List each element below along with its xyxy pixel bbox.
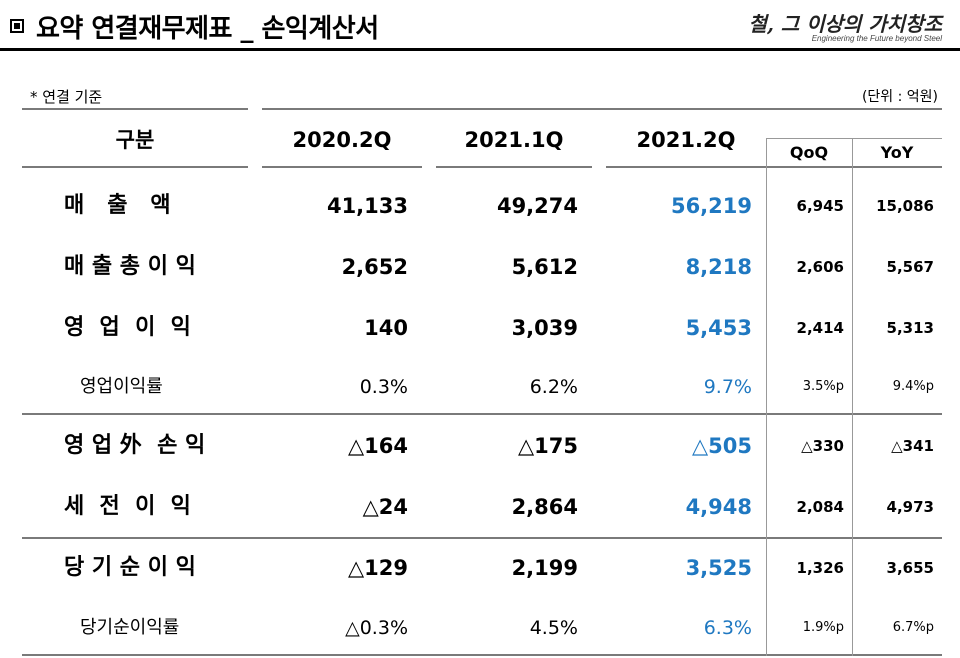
value-2021-2q: 6.3% [703,617,752,639]
value-2021-2q: 9.7% [703,376,752,398]
value-2020-2q: 41,133 [326,194,408,218]
section-rule [22,413,942,415]
column-divider [766,138,767,656]
row-label: 영 업 이 익 [64,315,191,340]
value-yoy: 6.7%p [892,620,934,635]
table-bottom-rule [22,654,942,656]
unit-note: (단위 : 억원) [861,89,938,105]
header-bottom-rule [606,166,942,168]
row-label: 영업이익률 [80,376,163,397]
row-label: 세 전 이 익 [64,494,191,519]
value-2021-1q: 2,864 [511,495,578,519]
column-divider [852,138,853,656]
header-bottom-rule [436,166,592,168]
value-qoq: 1,326 [796,559,844,577]
value-2021-1q: 4.5% [529,617,578,639]
value-qoq: 2,414 [796,319,844,337]
header-bottom-rule [262,166,422,168]
page-title: 요약 연결재무제표 _ 손익계산서 [36,14,379,44]
value-2021-2q: 56,219 [670,194,752,218]
row-label: 당기순이익률 [80,617,180,638]
value-qoq: △330 [801,437,844,455]
value-2020-2q: △164 [348,434,408,458]
table-top-rule [262,108,942,110]
row-label: 매 출 액 [64,193,171,218]
value-2021-1q: 3,039 [511,316,578,340]
value-yoy: 3,655 [886,559,934,577]
value-qoq: 3.5%p [802,379,844,394]
value-2020-2q: △0.3% [345,617,408,639]
value-2021-2q: 4,948 [685,495,752,519]
value-2021-1q: △175 [518,434,578,458]
row-label: 매 출 총 이 익 [64,254,196,279]
value-2020-2q: △129 [348,556,408,580]
header-gubun: 구분 [115,128,155,152]
value-2020-2q: △24 [362,495,408,519]
value-yoy: 9.4%p [892,379,934,394]
section-rule [22,537,942,539]
company-logo: 철, 그 이상의 가치창조 Engineering the Future bey… [749,8,942,50]
value-yoy: 15,086 [876,197,934,215]
header-qoq: QoQ [789,143,829,162]
logo-slogan: 철, 그 이상의 가치창조 [748,12,942,36]
row-label: 영 업 外 손 익 [64,433,206,458]
basis-note: * 연결 기준 [30,88,103,106]
title-divider [0,48,960,51]
value-yoy: 4,973 [886,498,934,516]
value-qoq: 6,945 [796,197,844,215]
value-2020-2q: 2,652 [341,255,408,279]
header-2021-1q: 2021.1Q [464,128,564,152]
value-qoq: 2,084 [796,498,844,516]
value-2021-2q: 3,525 [685,556,752,580]
value-2020-2q: 140 [364,316,408,340]
value-2021-1q: 2,199 [511,556,578,580]
value-2020-2q: 0.3% [359,376,408,398]
title-bar: 요약 연결재무제표 _ 손익계산서 철, 그 이상의 가치창조 Engineer… [8,6,948,46]
header-bottom-rule [22,166,248,168]
value-qoq: 2,606 [796,258,844,276]
value-2021-2q: △505 [692,434,752,458]
value-2021-1q: 5,612 [511,255,578,279]
square-bullet-icon [10,19,24,33]
subheader-top-rule [766,138,942,139]
value-yoy: 5,313 [886,319,934,337]
header-2021-2q: 2021.2Q [636,128,736,152]
value-yoy: 5,567 [886,258,934,276]
value-qoq: 1.9%p [802,620,844,635]
value-2021-1q: 6.2% [529,376,578,398]
logo-subtitle: Engineering the Future beyond Steel [811,34,942,43]
row-label: 당 기 순 이 익 [64,555,196,580]
value-2021-2q: 5,453 [685,316,752,340]
value-yoy: △341 [891,437,934,455]
table-top-rule [22,108,248,110]
header-2020-2q: 2020.2Q [292,128,392,152]
header-yoy: YoY [880,143,914,162]
value-2021-2q: 8,218 [685,255,752,279]
value-2021-1q: 49,274 [496,194,578,218]
